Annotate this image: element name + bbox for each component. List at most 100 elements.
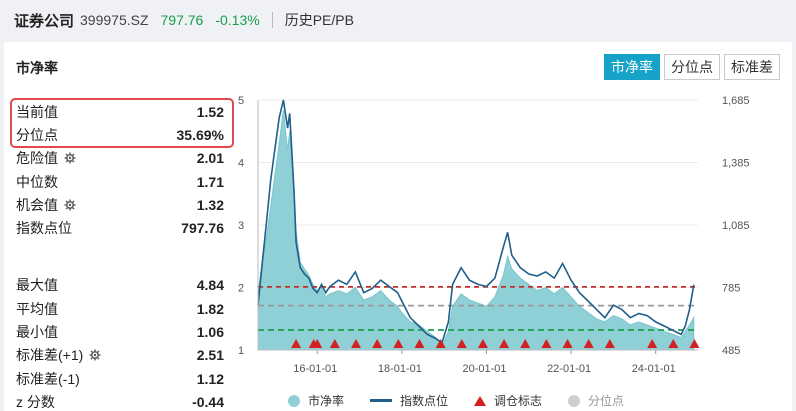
rebalance-marker — [520, 339, 531, 348]
y-left-tick-label: 5 — [238, 95, 244, 107]
stat-row: 最小值 1.06 — [16, 320, 224, 343]
rebalance-marker — [499, 339, 510, 348]
legend-pb-label: 市净率 — [308, 394, 345, 408]
rebalance-marker — [329, 339, 340, 348]
stat-label: 标准差(-1) — [16, 370, 80, 387]
legend-pb[interactable]: 市净率 — [288, 392, 344, 409]
valuation-panel: 市净率 市净率 分位点 标准差 当前值 1.52 分位点 35.69% 危险值 2.01 中… — [4, 42, 792, 411]
rebalance-marker — [435, 339, 446, 348]
panel-title: 市净率 — [16, 60, 58, 76]
legend-index-line — [370, 399, 393, 402]
index-line — [257, 99, 695, 344]
header-divider — [271, 12, 273, 28]
tab-pb[interactable]: 市净率 — [604, 54, 660, 80]
y-right-tick-label: 1,685 — [722, 95, 750, 107]
y-right-tick-label: 785 — [722, 283, 740, 295]
legend-percentile-label: 分位点 — [588, 394, 625, 408]
y-left-tick-label: 1 — [238, 345, 244, 357]
legend-index[interactable]: 指数点位 — [370, 392, 448, 409]
gear-icon[interactable] — [64, 199, 76, 211]
rebalance-marker — [647, 339, 658, 348]
stat-label: 危险值 — [16, 150, 58, 167]
stat-value: 1.52 — [196, 103, 224, 120]
rebalance-marker — [541, 339, 552, 348]
stat-value: 797.76 — [181, 220, 224, 237]
rebalance-marker — [604, 339, 615, 348]
x-tick-label: 22-01-01 — [547, 363, 591, 375]
stat-label: 指数点位 — [16, 220, 72, 237]
legend-percentile[interactable]: 分位点 — [568, 392, 624, 409]
legend-pb-dot — [288, 394, 300, 407]
rebalance-marker — [393, 339, 404, 348]
rebalance-marker — [583, 339, 594, 348]
stat-value: 1.32 — [196, 196, 224, 213]
metric-tabs: 市净率 分位点 标准差 — [600, 54, 780, 80]
stats-list: 当前值 1.52 分位点 35.69% 危险值 2.01 中位数 1.71 机会值 1.32 指数点… — [10, 98, 234, 411]
stat-value: 1.06 — [196, 324, 224, 341]
current-value-highlight — [10, 98, 234, 148]
y-right-tick-label: 485 — [722, 345, 740, 357]
stat-label: z 分数 — [16, 393, 55, 410]
stat-label: 机会值 — [16, 196, 58, 213]
history-pe-pb-link[interactable]: 历史PE/PB — [284, 12, 354, 28]
rebalance-marker — [562, 339, 573, 348]
y-right-tick-label: 1,085 — [722, 220, 750, 232]
index-change: -0.13% — [215, 12, 260, 28]
legend-rebalance-triangle-icon — [474, 395, 487, 406]
pb-area — [257, 109, 695, 351]
x-tick-label: 16-01-01 — [293, 363, 337, 375]
legend-rebalance[interactable]: 调仓标志 — [474, 392, 542, 409]
stat-row: 当前值 1.52 — [16, 100, 224, 123]
rebalance-marker — [312, 339, 323, 348]
index-price: 797.76 — [160, 12, 204, 28]
index-code: 399975.SZ — [80, 12, 149, 28]
x-tick-label: 24-01-01 — [632, 363, 676, 375]
stat-value: 1.82 — [196, 300, 224, 317]
stat-value: 2.51 — [196, 347, 224, 364]
legend-rebalance-label: 调仓标志 — [494, 394, 543, 408]
rebalance-marker — [456, 339, 467, 348]
y-left-tick-label: 2 — [238, 283, 244, 295]
stat-label: 中位数 — [16, 173, 58, 190]
rebalance-marker — [668, 339, 679, 348]
rebalance-marker — [351, 339, 362, 348]
gear-icon[interactable] — [64, 152, 76, 164]
stat-value: 1.12 — [196, 370, 224, 387]
stat-row: 指数点位 797.76 — [16, 216, 224, 239]
x-tick-label: 20-01-01 — [462, 363, 506, 375]
stat-value: 2.01 — [196, 150, 224, 167]
header-bar: 证券公司 399975.SZ 797.76 -0.13% 历史PE/PB — [0, 0, 796, 40]
stat-label: 分位点 — [16, 126, 58, 143]
stat-row: 机会值 1.32 — [16, 193, 224, 216]
legend-index-label: 指数点位 — [400, 394, 449, 408]
stat-label: 平均值 — [16, 300, 58, 317]
rebalance-marker — [291, 339, 302, 348]
stat-value: -0.44 — [192, 393, 224, 410]
index-name: 证券公司 — [14, 12, 75, 30]
x-tick-label: 18-01-01 — [378, 363, 422, 375]
pb-history-chart[interactable]: 1 2 3 4 5 485 785 1,085 1,385 1,685 16-01-01 18-01-… — [4, 42, 792, 411]
stat-label: 当前值 — [16, 103, 58, 120]
tab-percentile[interactable]: 分位点 — [664, 54, 720, 80]
stat-row: z 分数 -0.44 — [16, 390, 224, 411]
rebalance-marker — [477, 339, 488, 348]
stat-row: 标准差(-1) 1.12 — [16, 367, 224, 390]
rebalance-marker — [372, 339, 383, 348]
rebalance-marker — [689, 339, 700, 348]
rebalance-marker — [414, 339, 425, 348]
stat-value: 1.71 — [196, 173, 224, 190]
y-left-tick-label: 3 — [238, 220, 244, 232]
stat-label: 最大值 — [16, 277, 58, 294]
stat-label: 标准差(+1) — [16, 347, 84, 364]
stat-row: 分位点 35.69% — [16, 123, 224, 146]
stat-row: 平均值 1.82 — [16, 297, 224, 320]
stat-value: 35.69% — [176, 126, 224, 143]
stat-value: 4.84 — [196, 277, 224, 294]
gear-icon[interactable] — [89, 349, 101, 361]
stat-label: 最小值 — [16, 324, 58, 341]
y-right-tick-label: 1,385 — [722, 158, 750, 170]
legend-percentile-dot — [568, 394, 581, 407]
tab-std-dev[interactable]: 标准差 — [724, 54, 780, 80]
chart-legend: 市净率 指数点位 调仓标志 分位点 — [288, 392, 650, 409]
stat-row: 最大值 4.84 — [16, 274, 224, 297]
